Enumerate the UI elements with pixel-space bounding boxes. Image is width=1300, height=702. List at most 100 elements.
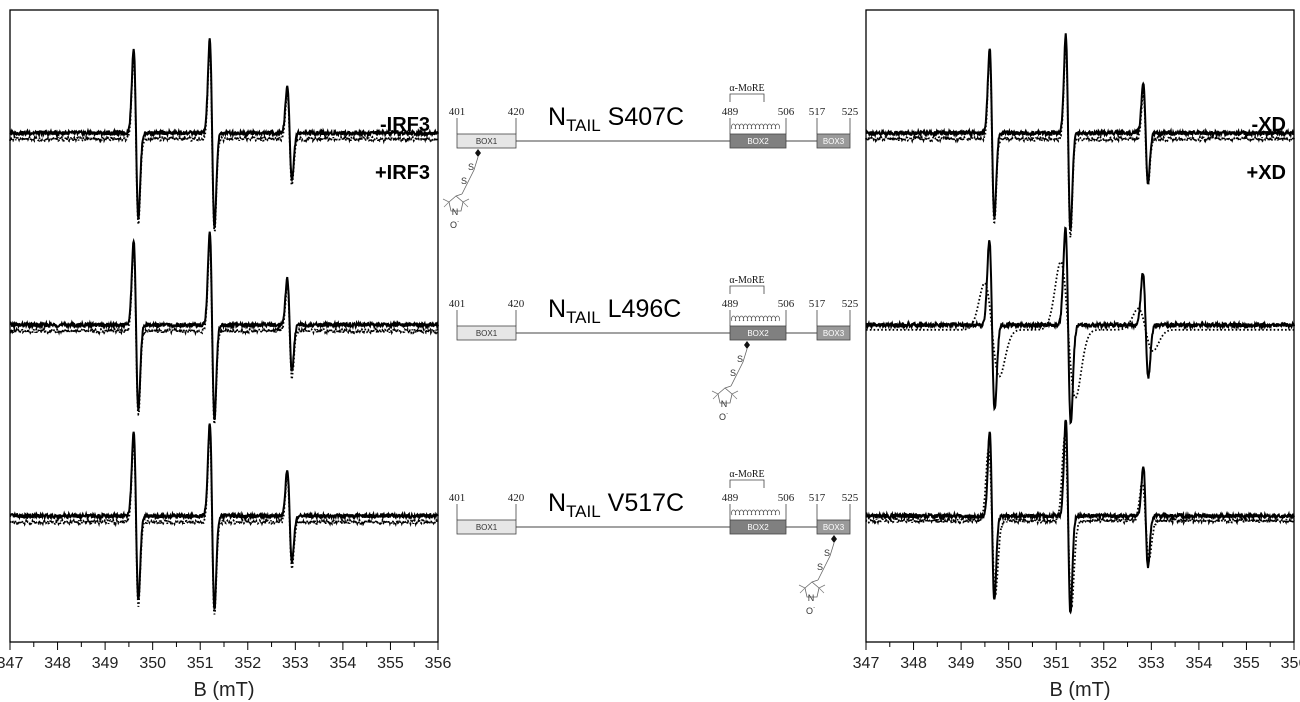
pyrroline-ring [717, 387, 733, 404]
construct-title: NTAIL S407C [548, 103, 684, 135]
box-3 [816, 133, 851, 149]
left-spectrum-v517c-solid [9, 423, 439, 610]
label-site-marker [744, 341, 750, 349]
nitrogen-atom: N [721, 399, 728, 409]
x-tick-label: 348 [900, 655, 927, 672]
right-epr-panel: 347 348 349 350 351 352 353 354 355 356 B (mT) -X… [853, 9, 1300, 701]
residue-number: 489 [722, 492, 739, 504]
residue-number: 506 [778, 492, 795, 504]
pyrroline-ring [804, 581, 820, 598]
spin-label: SS N O˙ [711, 341, 750, 422]
residue-number: 401 [449, 106, 466, 118]
left-spectra [9, 38, 439, 615]
residue-number: 517 [809, 106, 826, 118]
sulfur-atom: S [730, 368, 736, 378]
x-tick-label: 353 [1138, 655, 1165, 672]
box-label: BOX1 [476, 329, 498, 338]
residue-number: 420 [508, 298, 525, 310]
left-x-axis-title: B (mT) [193, 679, 254, 701]
residue-number: 517 [809, 298, 826, 310]
label-site-marker [831, 535, 837, 543]
schematic-v517c: NTAIL V517C BOX1 BOX2 BOX3 401 420 489 506 517 52… [449, 469, 859, 616]
sulfur-atom: S [468, 162, 474, 172]
x-tick-label: 351 [187, 655, 214, 672]
x-tick-label: 347 [0, 655, 23, 672]
linker-chain [461, 156, 479, 195]
residue-number: 401 [449, 298, 466, 310]
x-tick-label: 349 [948, 655, 975, 672]
helix-coil [731, 315, 780, 322]
sulfur-atom: S [817, 562, 823, 572]
x-tick-label: 354 [1186, 655, 1213, 672]
legend-plus-irf3: +IRF3 [375, 162, 430, 184]
sulfur-atom: S [461, 176, 467, 186]
right-spectrum-l496c-solid [865, 226, 1295, 425]
box-2 [729, 133, 787, 149]
nitrogen-atom: N [808, 593, 815, 603]
box-2 [729, 519, 787, 535]
legend-minus-irf3: -IRF3 [380, 114, 430, 136]
left-spectrum-s407c-dotted [9, 45, 439, 235]
box-label: BOX2 [747, 329, 769, 338]
more-label: α-MoRE [729, 469, 764, 480]
linker-chain [730, 348, 748, 387]
schematic-l496c: NTAIL L496C BOX1 BOX2 BOX3 401 420 489 506 517 52… [449, 275, 859, 422]
x-tick-label: 352 [234, 655, 261, 672]
residue-number: 525 [842, 106, 859, 118]
more-bracket [729, 285, 765, 294]
legend-plus-xd: +XD [1247, 162, 1286, 184]
left-epr-panel: 347 348 349 350 351 352 353 354 355 356 B (mT) -I… [0, 9, 452, 701]
helix-coil [731, 123, 780, 130]
x-tick-label: 350 [995, 655, 1022, 672]
box-2 [729, 325, 787, 341]
left-spectrum-s407c-solid [9, 38, 439, 228]
more-bracket [729, 479, 765, 488]
box-1 [456, 325, 517, 341]
x-tick-label: 347 [853, 655, 880, 672]
box-label: BOX3 [823, 329, 845, 338]
pyrroline-ring [448, 195, 464, 212]
x-tick-label: 352 [1090, 655, 1117, 672]
residue-number: 489 [722, 106, 739, 118]
residue-number: 420 [508, 106, 525, 118]
schematic-s407c: NTAIL S407C BOX1 BOX2 BOX3 401 420 489 506 517 52… [442, 83, 859, 230]
residue-number: 517 [809, 492, 826, 504]
methyl-groups [798, 584, 826, 594]
x-tick-label: 354 [330, 655, 357, 672]
oxygen-radical: O˙ [806, 606, 816, 616]
spin-label: SS N O˙ [442, 149, 481, 230]
box-label: BOX2 [747, 137, 769, 146]
oxygen-radical: O˙ [719, 412, 729, 422]
label-site-marker [475, 149, 481, 157]
left-spectrum-l496c-solid [9, 231, 439, 421]
legend-minus-xd: -XD [1252, 114, 1286, 136]
box-label: BOX1 [476, 523, 498, 532]
box-label: BOX2 [747, 523, 769, 532]
more-bracket [729, 93, 765, 102]
right-spectrum-l496c-dotted [866, 260, 1294, 399]
right-spectrum-v517c-solid [865, 419, 1295, 615]
ring-link [455, 193, 463, 197]
x-tick-label: 356 [425, 655, 452, 672]
residue-number: 506 [778, 298, 795, 310]
construct-schematics: NTAIL S407C BOX1 BOX2 BOX3 401 420 489 506 517 52… [442, 83, 859, 616]
right-spectra [865, 33, 1295, 615]
right-x-axis: 347 348 349 350 351 352 353 354 355 356 [853, 642, 1300, 672]
x-tick-label: 356 [1281, 655, 1300, 672]
construct-title: NTAIL V517C [548, 489, 684, 521]
ring-link [724, 385, 732, 389]
residue-number: 525 [842, 298, 859, 310]
helix-coil [731, 509, 780, 516]
residue-number: 420 [508, 492, 525, 504]
residue-number: 506 [778, 106, 795, 118]
x-tick-label: 350 [139, 655, 166, 672]
x-tick-label: 351 [1043, 655, 1070, 672]
box-3 [816, 325, 851, 341]
x-tick-label: 353 [282, 655, 309, 672]
nitrogen-atom: N [452, 207, 459, 217]
box-label: BOX3 [823, 523, 845, 532]
box-label: BOX3 [823, 137, 845, 146]
sulfur-atom: S [824, 548, 830, 558]
x-tick-label: 355 [1233, 655, 1260, 672]
more-label: α-MoRE [729, 275, 764, 286]
